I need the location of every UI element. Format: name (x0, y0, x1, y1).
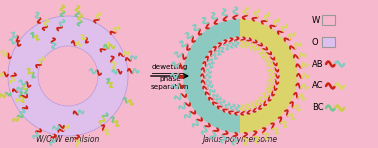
Wedge shape (240, 19, 297, 133)
Text: BC: BC (312, 103, 324, 112)
Text: dewetting: dewetting (152, 64, 188, 70)
Text: W/O/W emulsion: W/O/W emulsion (36, 135, 100, 144)
Circle shape (8, 16, 128, 136)
Text: W: W (312, 16, 320, 25)
Text: separation: separation (151, 84, 189, 90)
FancyBboxPatch shape (196, 8, 330, 144)
Wedge shape (183, 19, 240, 133)
Text: phase: phase (159, 76, 181, 82)
Circle shape (38, 46, 98, 106)
Text: Janus polymersome: Janus polymersome (203, 135, 277, 144)
Text: AB: AB (312, 59, 324, 69)
Text: O: O (312, 37, 319, 46)
FancyBboxPatch shape (322, 15, 335, 25)
FancyBboxPatch shape (322, 37, 335, 47)
FancyBboxPatch shape (4, 8, 138, 144)
Text: AC: AC (312, 82, 324, 90)
